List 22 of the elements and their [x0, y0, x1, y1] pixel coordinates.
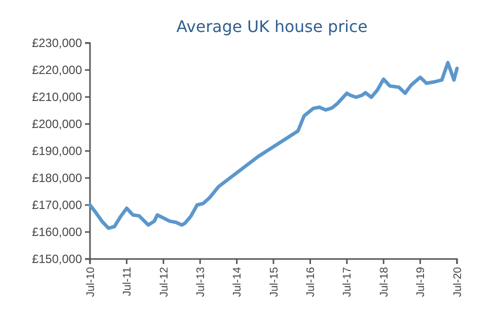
- x-tick-label: Jul-11: [122, 267, 134, 296]
- line-series: [88, 60, 459, 230]
- y-tick-label: £230,000: [32, 36, 82, 50]
- x-tick-label: Jul-20: [452, 267, 464, 297]
- x-tick-label: Jul-18: [378, 267, 390, 297]
- y-tick-label: £190,000: [32, 144, 82, 158]
- x-tick-label: Jul-12: [158, 267, 170, 297]
- y-tick-label: £220,000: [32, 62, 82, 77]
- x-tick-label: Jul-16: [305, 267, 318, 297]
- y-tick-label: £200,000: [32, 116, 82, 131]
- y-tick-label: £210,000: [32, 90, 82, 104]
- x-tick-label: Jul-10: [84, 267, 97, 297]
- y-tick-label: £160,000: [32, 224, 82, 239]
- x-tick-label: Jul-19: [415, 267, 428, 297]
- x-tick-label: Jul-17: [342, 267, 354, 297]
- x-tick-label: Jul-15: [268, 267, 280, 297]
- y-tick-label: £150,000: [32, 252, 82, 266]
- x-tick-label: Jul-13: [194, 267, 207, 297]
- x-tick-label: Jul-14: [232, 267, 244, 297]
- y-tick-label: £180,000: [32, 170, 82, 185]
- chart-title: Average UK house price: [176, 17, 368, 36]
- y-tick-label: £170,000: [32, 198, 82, 212]
